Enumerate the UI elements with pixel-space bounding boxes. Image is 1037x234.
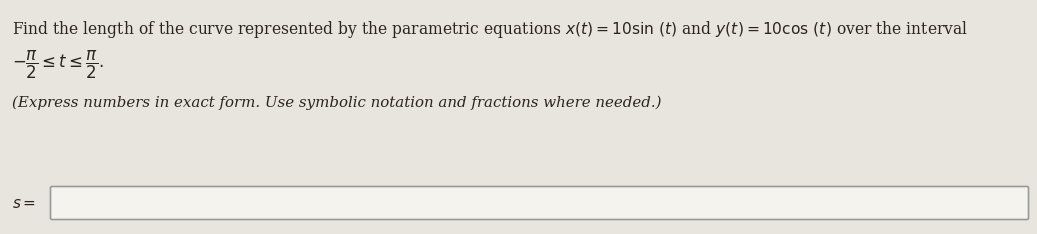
- Text: $-\dfrac{\pi}{2} \leq t \leq \dfrac{\pi}{2}.$: $-\dfrac{\pi}{2} \leq t \leq \dfrac{\pi}…: [12, 49, 104, 81]
- Text: Find the length of the curve represented by the parametric equations $x(t) = 10\: Find the length of the curve represented…: [12, 19, 969, 40]
- FancyBboxPatch shape: [51, 186, 1029, 219]
- Text: $s =$: $s =$: [12, 197, 36, 211]
- Text: (Express numbers in exact form. Use symbolic notation and fractions where needed: (Express numbers in exact form. Use symb…: [12, 96, 662, 110]
